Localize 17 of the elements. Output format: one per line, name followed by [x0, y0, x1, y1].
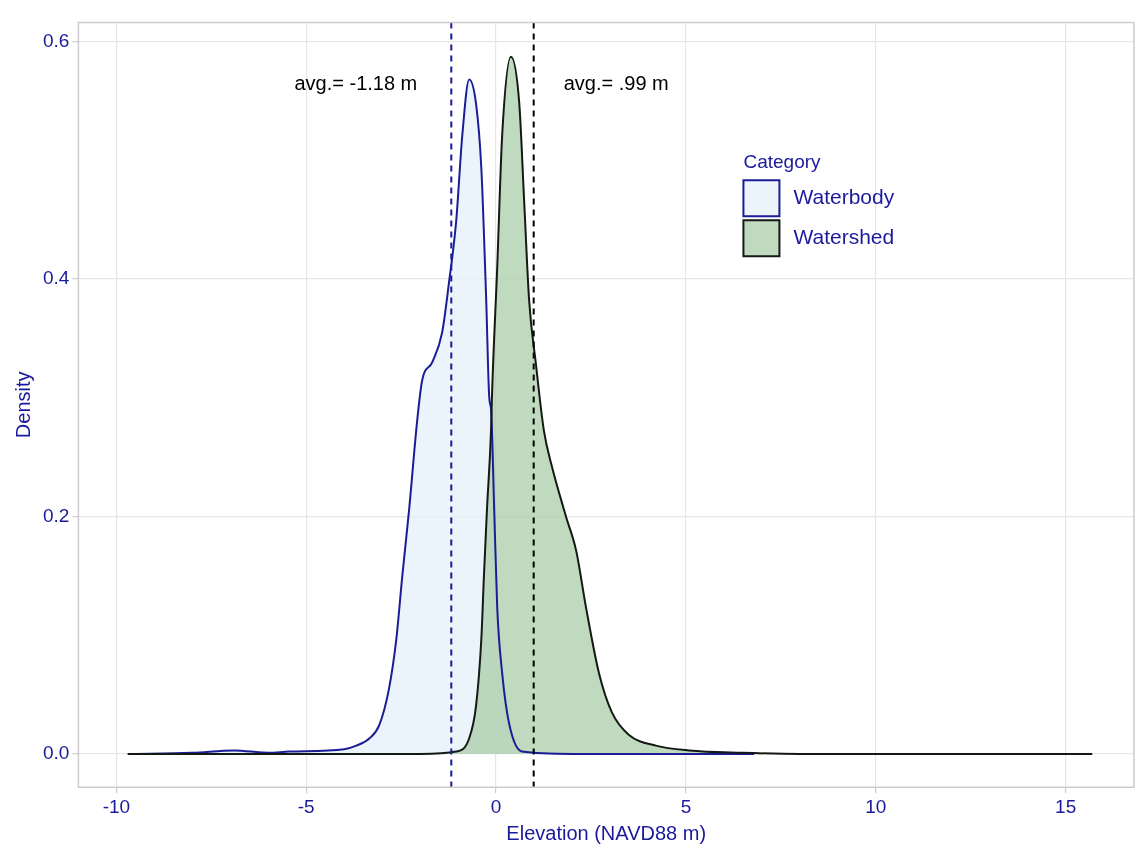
- ref-line-label: avg.= -1.18 m: [294, 71, 418, 94]
- ref-line-label: avg.= .99 m: [563, 71, 669, 94]
- legend-title: Category: [743, 150, 822, 172]
- x-axis-title: Elevation (NAVD88 m): [506, 821, 707, 844]
- legend-label: Watershed: [793, 225, 895, 249]
- x-tick-label: 10: [865, 795, 887, 817]
- y-tick-label: 0.4: [42, 267, 70, 289]
- x-tick-label: -5: [297, 795, 315, 817]
- y-tick-label: 0.0: [42, 742, 70, 764]
- y-tick-label: 0.2: [42, 504, 70, 526]
- y-tick-label: 0.6: [42, 29, 70, 51]
- x-tick-label: 0: [490, 795, 502, 817]
- x-tick-label: -10: [102, 795, 131, 817]
- legend-label: Waterbody: [793, 185, 895, 209]
- y-axis-title: Density: [11, 371, 34, 439]
- x-tick-label: 5: [680, 795, 692, 817]
- x-tick-label: 15: [1055, 795, 1077, 817]
